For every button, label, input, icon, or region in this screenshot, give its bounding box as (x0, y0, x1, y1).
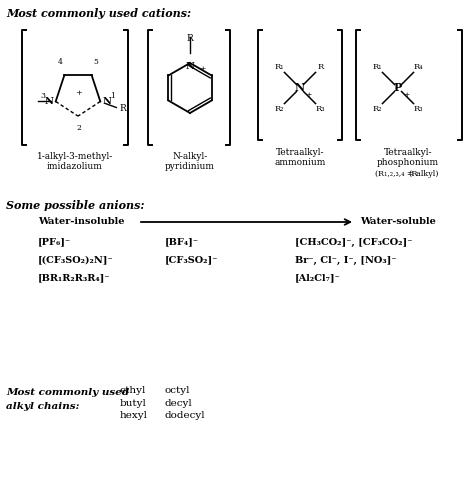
Text: 2: 2 (77, 124, 82, 132)
Text: R₂: R₂ (373, 104, 382, 113)
Text: 5: 5 (94, 58, 99, 66)
Text: (R₁,₂,₃,₄ = alkyl): (R₁,₂,₃,₄ = alkyl) (375, 170, 438, 178)
Text: Most commonly used: Most commonly used (6, 388, 129, 397)
Text: 1: 1 (110, 93, 115, 100)
Text: Tetraalkyl-
ammonium: Tetraalkyl- ammonium (274, 148, 326, 168)
Text: +: + (305, 91, 311, 99)
Text: [(CF₃SO₂)₂N]⁻: [(CF₃SO₂)₂N]⁻ (38, 255, 114, 265)
Text: +: + (199, 65, 205, 73)
Text: R₁: R₁ (373, 64, 382, 72)
Text: N: N (185, 62, 194, 71)
Text: P: P (394, 82, 402, 94)
Text: [CF₃SO₂]⁻: [CF₃SO₂]⁻ (165, 255, 219, 265)
Text: alkyl chains:: alkyl chains: (6, 402, 80, 411)
Text: ethyl
butyl
hexyl: ethyl butyl hexyl (120, 386, 148, 420)
Text: Most commonly used cations:: Most commonly used cations: (6, 8, 191, 19)
Text: N: N (295, 82, 305, 94)
Text: R₃: R₃ (316, 104, 325, 113)
Text: 1-alkyl-3-methyl-
imidazolium: 1-alkyl-3-methyl- imidazolium (37, 152, 113, 172)
Text: octyl
decyl
dodecyl: octyl decyl dodecyl (165, 386, 206, 420)
Text: [BF₄]⁻: [BF₄]⁻ (165, 238, 199, 246)
Text: [BR₁R₂R₃R₄]⁻: [BR₁R₂R₃R₄]⁻ (38, 273, 110, 283)
Text: Some possible anions:: Some possible anions: (6, 200, 145, 211)
Text: (R: (R (408, 170, 418, 178)
Text: [Al₂Cl₇]⁻: [Al₂Cl₇]⁻ (295, 273, 341, 283)
Text: Water-soluble: Water-soluble (360, 218, 436, 226)
Text: R: R (318, 64, 324, 72)
Text: +: + (75, 89, 82, 97)
Text: R₂: R₂ (275, 104, 284, 113)
Text: +: + (403, 91, 410, 99)
Text: R: R (187, 34, 193, 43)
Text: Br⁻, Cl⁻, I⁻, [NO₃]⁻: Br⁻, Cl⁻, I⁻, [NO₃]⁻ (295, 255, 396, 265)
Text: 3: 3 (41, 93, 46, 100)
Text: 4: 4 (57, 58, 62, 66)
Text: [PF₆]⁻: [PF₆]⁻ (38, 238, 71, 246)
Text: Water-insoluble: Water-insoluble (38, 218, 125, 226)
Text: R₄: R₄ (414, 64, 423, 72)
Text: R₁: R₁ (275, 64, 284, 72)
Text: Tetraalkyl-
phosphonium: Tetraalkyl- phosphonium (377, 148, 439, 168)
Text: N: N (102, 97, 111, 106)
Text: N-alkyl-
pyridinium: N-alkyl- pyridinium (165, 152, 215, 172)
Text: [CH₃CO₂]⁻, [CF₃CO₂]⁻: [CH₃CO₂]⁻, [CF₃CO₂]⁻ (295, 238, 412, 246)
Text: R₃: R₃ (414, 104, 423, 113)
Text: R: R (119, 104, 126, 113)
Text: N: N (45, 97, 54, 106)
